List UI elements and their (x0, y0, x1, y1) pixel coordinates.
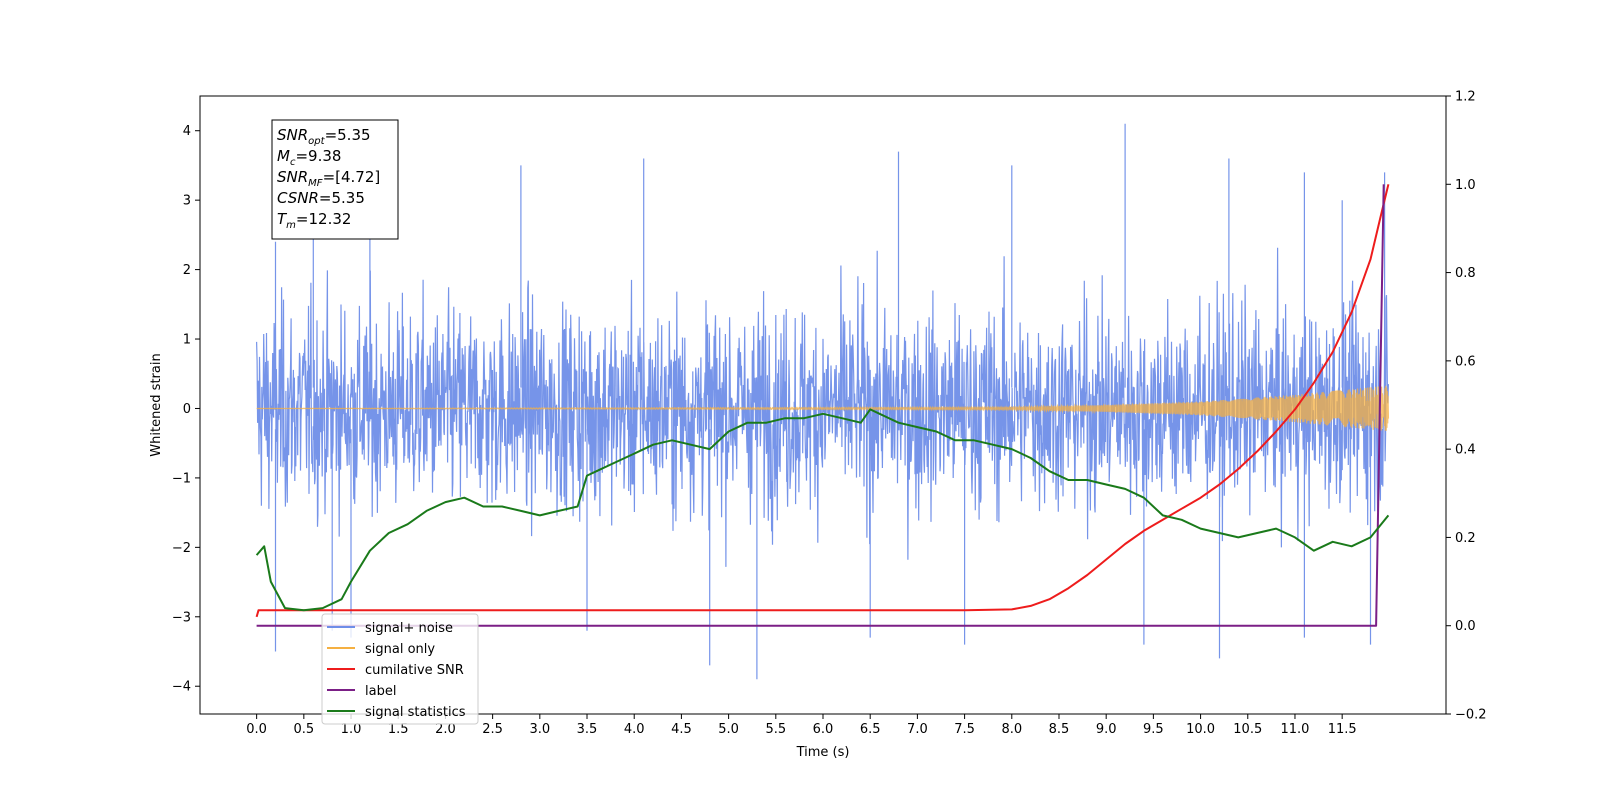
x-tick-label: 6.0 (813, 722, 834, 737)
y-left-tick-label: 1 (183, 333, 191, 348)
annotation-frame (271, 119, 399, 240)
y-left-tick-label: 0 (183, 402, 191, 417)
legend: signal+ noise signal only cumilative SNR la… (321, 613, 479, 725)
series-signal-only (256, 385, 1390, 431)
series-cumilative-snr (255, 184, 1390, 618)
x-tick-label: 2.5 (482, 722, 503, 737)
y-axis-left: −4 −3 −2 −1 0 1 2 3 4 (172, 124, 200, 695)
x-tick-label: 5.5 (765, 722, 786, 737)
y-left-tick-label: −2 (172, 541, 191, 556)
y-right-tick-label: 0.0 (1455, 619, 1476, 634)
x-tick-label: 10.0 (1186, 722, 1215, 737)
y-left-tick-label: −3 (172, 610, 191, 625)
x-tick-label: 1.0 (341, 722, 362, 737)
x-tick-label: 11.5 (1328, 722, 1357, 737)
y-left-tick-label: 2 (183, 263, 191, 278)
annotation-line: CSNR=5.35 (277, 189, 365, 207)
legend-entry-label: signal statistics (365, 705, 466, 720)
legend-entry-label: cumilative SNR (365, 663, 464, 678)
series-signal-noise (256, 123, 1389, 680)
y-right-tick-label: −0.2 (1455, 708, 1487, 723)
y-left-tick-label: 4 (183, 124, 191, 139)
series-layer (255, 123, 1390, 680)
x-tick-label: 1.5 (388, 722, 409, 737)
x-tick-label: 9.0 (1096, 722, 1117, 737)
x-axis-label: Time (s) (796, 745, 850, 760)
x-tick-label: 8.0 (1001, 722, 1022, 737)
x-tick-label: 5.0 (718, 722, 739, 737)
y-left-tick-label: −1 (172, 471, 191, 486)
x-tick-label: 4.5 (671, 722, 692, 737)
x-tick-label: 0.0 (246, 722, 267, 737)
annotation-line: SNRopt=5.35 (277, 126, 371, 147)
x-tick-label: 2.0 (435, 722, 456, 737)
annotation-line: Tm=12.32 (277, 210, 351, 231)
legend-frame (321, 613, 479, 725)
y-left-tick-label: −4 (172, 680, 191, 695)
annotation-line: Mc=9.38 (277, 147, 341, 168)
x-tick-label: 3.0 (529, 722, 550, 737)
y-axis-right: −0.2 0.0 0.2 0.4 0.6 0.8 1.0 1.2 (1446, 90, 1487, 723)
x-tick-label: 11.0 (1280, 722, 1309, 737)
x-tick-label: 9.5 (1143, 722, 1164, 737)
series-signal-statistics (255, 408, 1390, 612)
series-label (256, 184, 1385, 627)
y-right-tick-label: 0.4 (1455, 443, 1476, 458)
x-tick-label: 0.5 (293, 722, 314, 737)
y-right-tick-label: 1.2 (1455, 90, 1476, 105)
y-right-tick-label: 0.8 (1455, 266, 1476, 281)
y-right-tick-label: 0.2 (1455, 531, 1476, 546)
x-tick-label: 4.0 (624, 722, 645, 737)
annotation-line: SNRMF=[4.72] (277, 168, 380, 189)
x-tick-label: 7.0 (907, 722, 928, 737)
x-tick-label: 8.5 (1049, 722, 1070, 737)
y-axis-label: Whitened strain (149, 353, 164, 456)
x-tick-label: 7.5 (954, 722, 975, 737)
x-tick-label: 10.5 (1233, 722, 1262, 737)
legend-entry-label: signal only (365, 642, 435, 657)
y-right-tick-label: 0.6 (1455, 354, 1476, 369)
x-tick-label: 6.5 (860, 722, 881, 737)
x-axis: 0.0 0.5 1.0 1.5 2.0 2.5 3.0 3.5 4.0 4.5 5.0 5.5 6.0 6… (246, 714, 1357, 737)
y-right-tick-label: 1.0 (1455, 178, 1476, 193)
legend-entry-label: label (365, 684, 396, 699)
y-left-tick-label: 3 (183, 194, 191, 209)
legend-entry-label: signal+ noise (365, 621, 453, 636)
x-tick-label: 3.5 (577, 722, 598, 737)
